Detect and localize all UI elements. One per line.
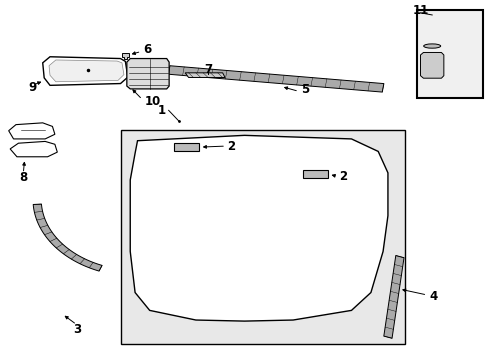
Ellipse shape	[423, 44, 440, 48]
Text: 2: 2	[227, 140, 235, 153]
Polygon shape	[10, 141, 57, 157]
Polygon shape	[42, 57, 127, 85]
Text: 5: 5	[301, 84, 309, 96]
Polygon shape	[383, 256, 403, 338]
Text: 6: 6	[143, 44, 151, 57]
Polygon shape	[122, 53, 128, 59]
Text: 3: 3	[73, 323, 81, 336]
Text: 10: 10	[144, 95, 161, 108]
Bar	[120, 130, 404, 344]
Bar	[174, 143, 199, 151]
Bar	[416, 10, 482, 98]
Bar	[302, 170, 327, 178]
Text: 4: 4	[428, 289, 437, 303]
Text: 11: 11	[411, 4, 428, 17]
Polygon shape	[420, 53, 443, 78]
Polygon shape	[185, 73, 224, 77]
Polygon shape	[168, 66, 383, 92]
Text: 7: 7	[203, 63, 212, 76]
Polygon shape	[49, 60, 123, 82]
Text: 1: 1	[157, 104, 165, 117]
Polygon shape	[33, 204, 102, 271]
Polygon shape	[9, 123, 55, 139]
Text: 9: 9	[29, 81, 37, 94]
Polygon shape	[126, 59, 169, 89]
Polygon shape	[130, 135, 387, 321]
Text: 2: 2	[339, 170, 347, 183]
Text: 8: 8	[19, 171, 27, 184]
